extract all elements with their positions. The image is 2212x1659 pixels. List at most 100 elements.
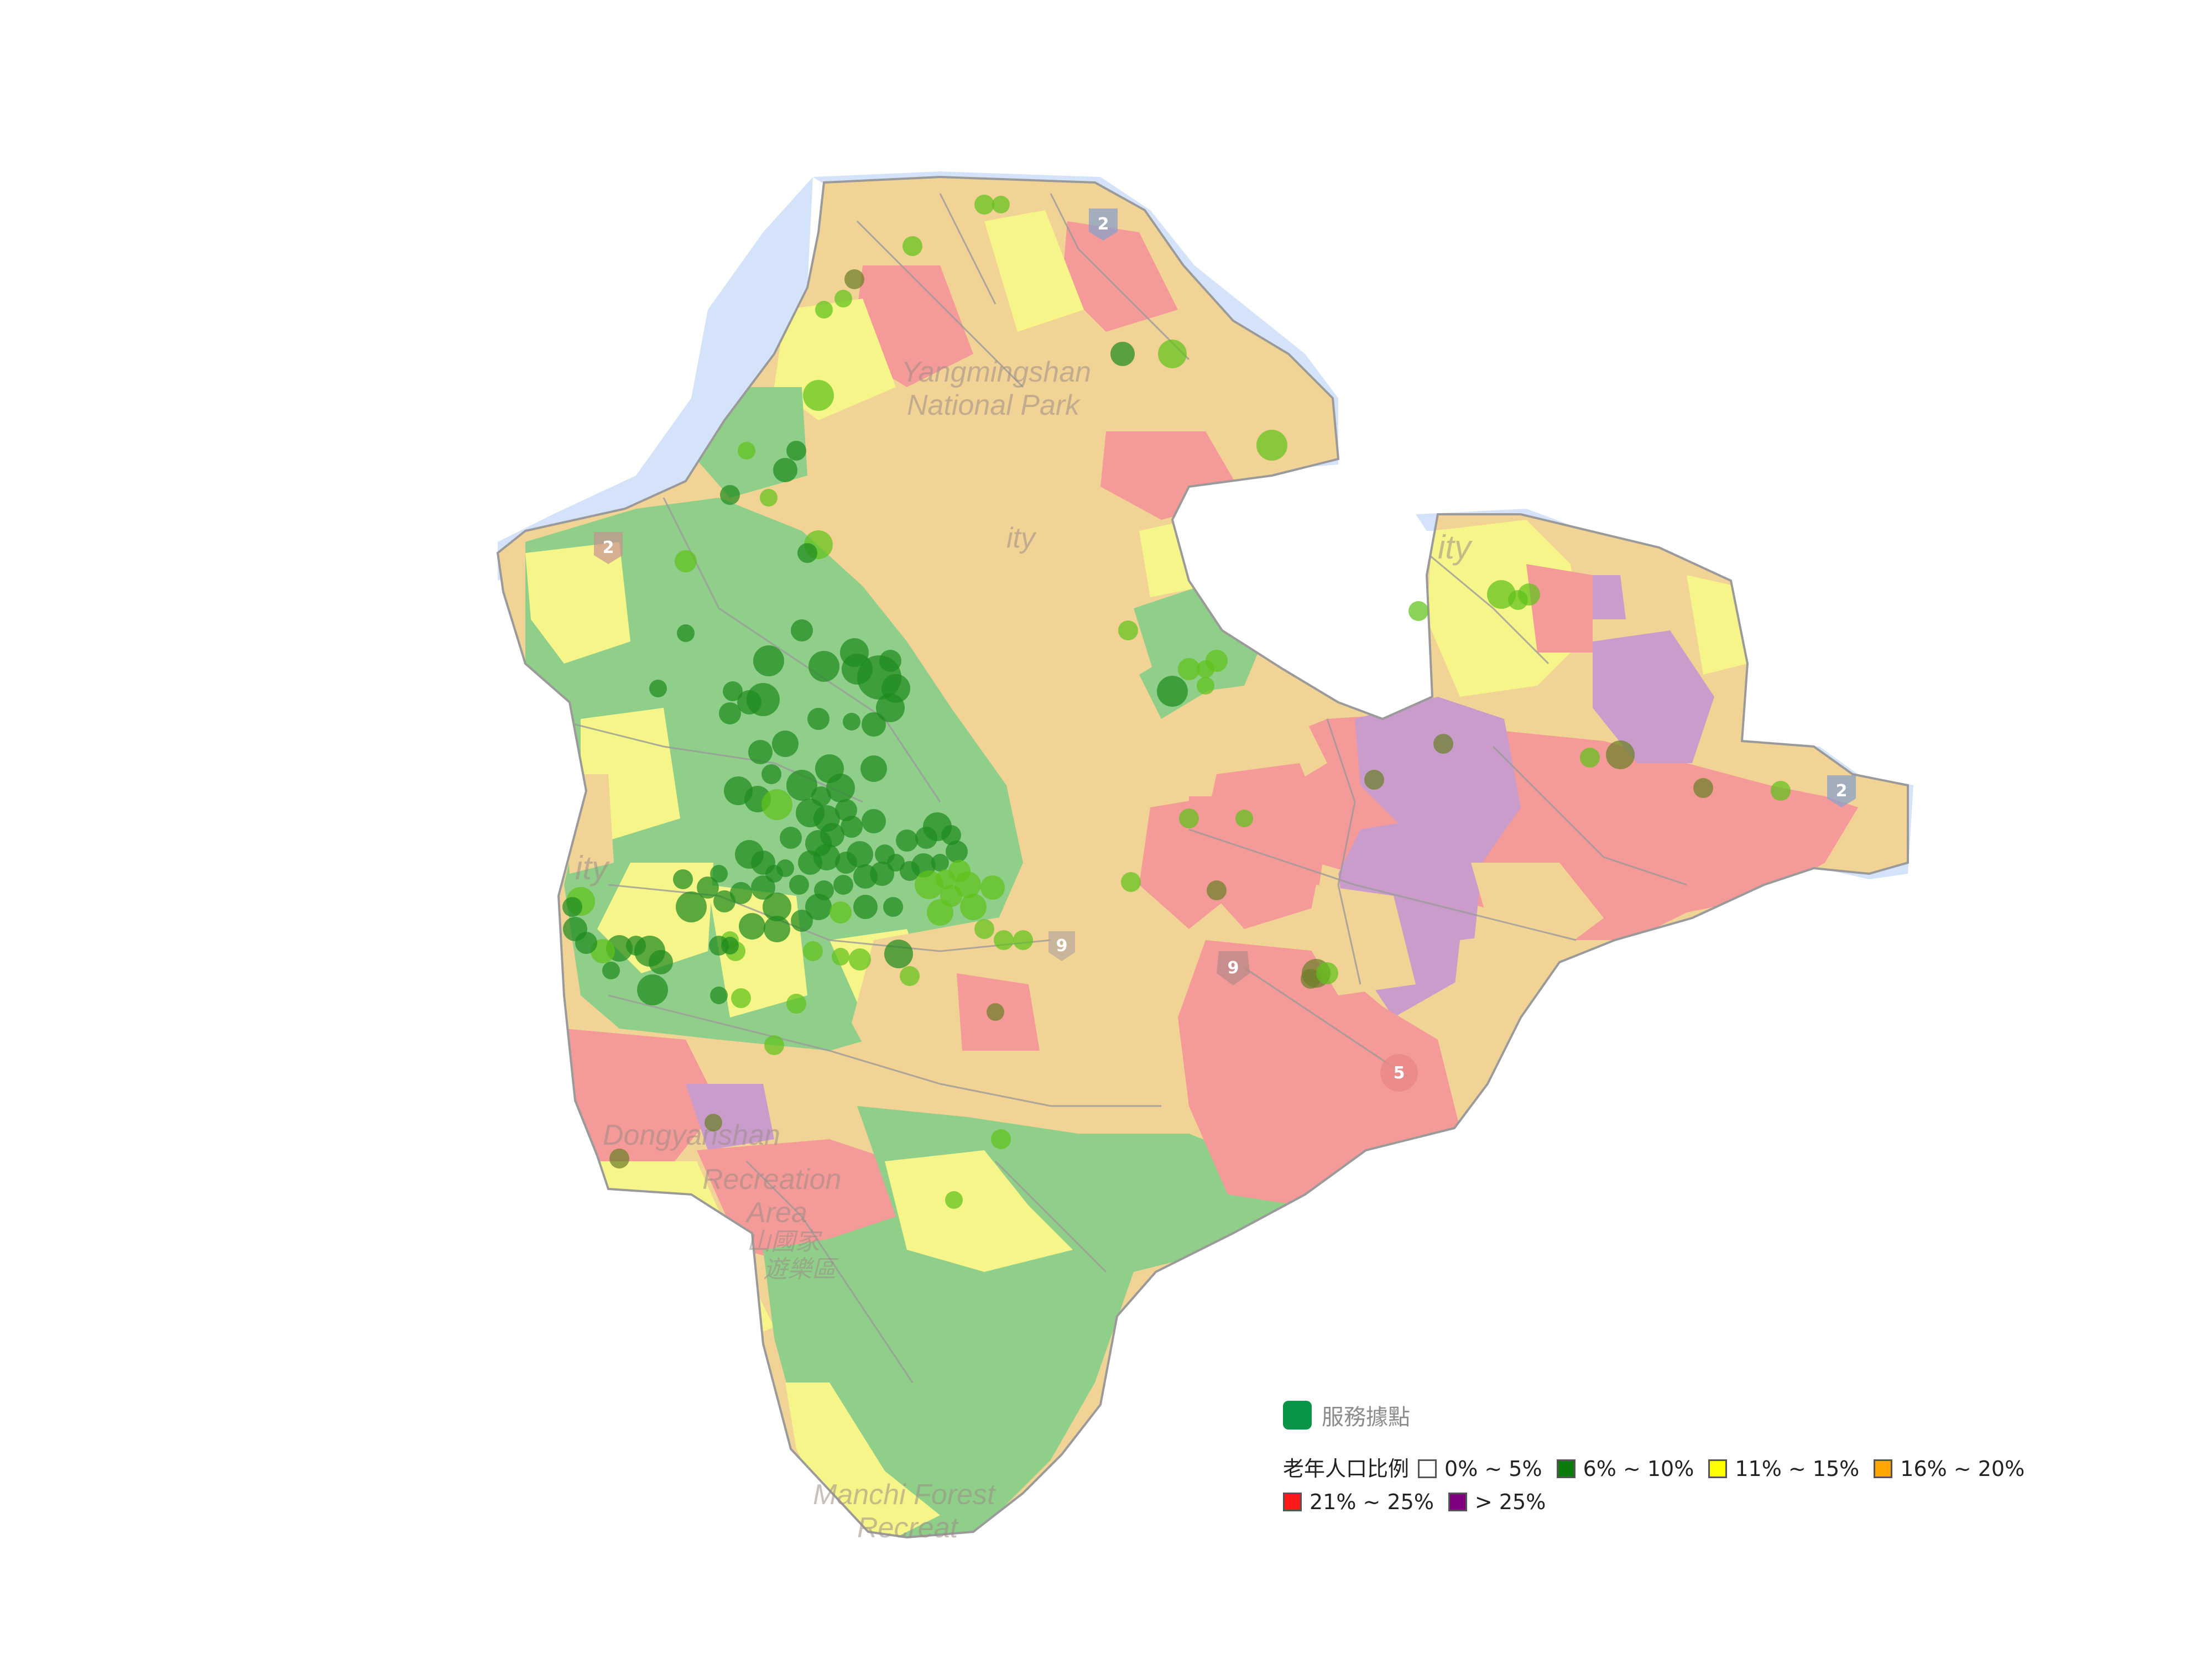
service-point[interactable] — [739, 913, 765, 940]
service-point[interactable] — [1118, 620, 1138, 640]
service-point[interactable] — [808, 651, 839, 682]
service-point[interactable] — [563, 917, 587, 941]
service-point[interactable] — [1433, 734, 1453, 754]
service-point[interactable] — [849, 948, 871, 971]
service-point[interactable] — [730, 882, 752, 904]
service-point[interactable] — [609, 1149, 629, 1168]
service-point[interactable] — [946, 841, 968, 863]
service-point[interactable] — [562, 897, 582, 917]
service-point[interactable] — [876, 693, 905, 722]
service-point[interactable] — [747, 683, 780, 716]
service-point[interactable] — [1256, 430, 1287, 461]
service-point[interactable] — [896, 830, 918, 852]
service-point[interactable] — [884, 940, 913, 968]
service-point[interactable] — [1178, 658, 1200, 680]
service-point[interactable] — [853, 864, 878, 889]
service-point[interactable] — [751, 875, 775, 900]
service-point[interactable] — [748, 740, 773, 764]
service-point[interactable] — [710, 865, 728, 883]
service-point[interactable] — [992, 196, 1010, 213]
service-point[interactable] — [1197, 677, 1214, 695]
service-point[interactable] — [974, 919, 994, 939]
service-point[interactable] — [723, 681, 743, 701]
service-point[interactable] — [813, 844, 840, 870]
service-point[interactable] — [974, 195, 994, 215]
service-point[interactable] — [760, 489, 778, 507]
service-point[interactable] — [833, 875, 853, 895]
service-point[interactable] — [807, 708, 830, 730]
service-point[interactable] — [826, 774, 855, 802]
service-point[interactable] — [1771, 781, 1791, 801]
service-point[interactable] — [803, 941, 823, 961]
service-point[interactable] — [780, 827, 802, 849]
service-point[interactable] — [844, 269, 864, 289]
service-point[interactable] — [1580, 748, 1600, 768]
service-point[interactable] — [713, 890, 735, 912]
service-point[interactable] — [764, 1035, 784, 1055]
service-point[interactable] — [879, 650, 901, 672]
service-point[interactable] — [1364, 770, 1384, 790]
service-point[interactable] — [862, 712, 886, 737]
service-point[interactable] — [853, 895, 878, 919]
service-point[interactable] — [797, 543, 817, 563]
service-point[interactable] — [883, 897, 903, 917]
service-point[interactable] — [673, 869, 693, 889]
service-point[interactable] — [786, 770, 817, 801]
service-point[interactable] — [786, 994, 806, 1014]
service-point[interactable] — [945, 1191, 963, 1209]
service-point[interactable] — [1013, 930, 1033, 950]
service-point[interactable] — [649, 950, 673, 974]
service-point[interactable] — [731, 988, 751, 1008]
service-point[interactable] — [991, 1129, 1011, 1149]
service-point[interactable] — [860, 755, 887, 782]
service-point[interactable] — [677, 624, 695, 642]
service-point[interactable] — [1206, 650, 1228, 672]
service-point[interactable] — [602, 962, 620, 979]
service-point[interactable] — [1518, 583, 1540, 606]
service-point[interactable] — [900, 966, 920, 986]
service-point[interactable] — [820, 823, 844, 847]
service-point[interactable] — [830, 901, 852, 924]
service-point[interactable] — [789, 875, 809, 895]
service-point[interactable] — [1316, 962, 1338, 984]
service-point[interactable] — [773, 458, 797, 482]
service-point[interactable] — [902, 236, 922, 256]
service-point[interactable] — [720, 485, 740, 505]
service-point[interactable] — [1408, 601, 1428, 621]
service-point[interactable] — [772, 731, 799, 757]
service-point[interactable] — [843, 713, 860, 731]
service-point[interactable] — [980, 875, 1005, 900]
service-point[interactable] — [815, 301, 833, 319]
service-point[interactable] — [719, 702, 741, 724]
service-point[interactable] — [960, 894, 987, 920]
service-point[interactable] — [1207, 880, 1227, 900]
service-point[interactable] — [709, 936, 729, 956]
service-point[interactable] — [705, 1114, 722, 1131]
service-point[interactable] — [786, 441, 806, 461]
service-point[interactable] — [931, 854, 949, 872]
service-point[interactable] — [994, 930, 1014, 950]
service-point[interactable] — [1693, 778, 1713, 798]
service-point[interactable] — [1121, 872, 1141, 892]
service-point[interactable] — [805, 894, 832, 920]
service-point[interactable] — [764, 916, 790, 942]
service-point[interactable] — [862, 809, 886, 833]
service-point[interactable] — [761, 789, 792, 820]
service-point[interactable] — [1235, 810, 1253, 827]
service-point[interactable] — [987, 1003, 1004, 1021]
service-point[interactable] — [1179, 808, 1199, 828]
service-point[interactable] — [710, 987, 728, 1004]
service-point[interactable] — [697, 877, 719, 899]
service-point[interactable] — [1158, 340, 1187, 368]
service-point[interactable] — [791, 910, 813, 932]
service-point[interactable] — [832, 948, 849, 966]
service-point[interactable] — [847, 841, 873, 868]
service-point[interactable] — [738, 442, 755, 460]
service-point[interactable] — [649, 680, 667, 697]
service-point[interactable] — [637, 974, 668, 1005]
service-point[interactable] — [1606, 740, 1635, 769]
service-point[interactable] — [791, 619, 813, 641]
service-point[interactable] — [803, 380, 834, 411]
service-point[interactable] — [936, 869, 956, 889]
service-point[interactable] — [676, 891, 707, 922]
